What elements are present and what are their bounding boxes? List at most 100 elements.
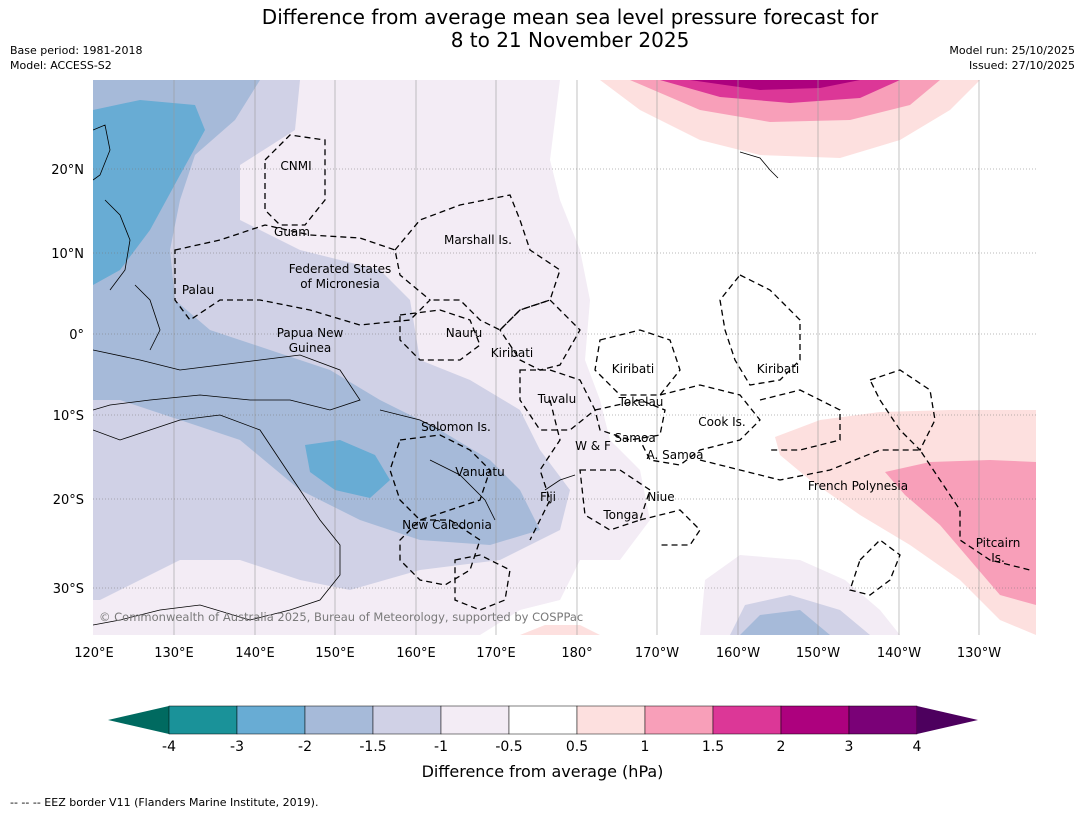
colorbar-bin (644, 705, 714, 735)
label-pitcairn-line2: Is. (991, 551, 1005, 565)
longitude-labels: 120°E 130°E 140°E 150°E 160°E 170°E 180°… (74, 646, 1001, 661)
label-kiribati-central: Kiribati (612, 362, 654, 376)
colorbar-tick-label: 2 (777, 739, 786, 755)
label-nauru: Nauru (446, 326, 482, 340)
label-fsm-line1: Federated States (289, 262, 391, 276)
label-vanuatu: Vanuatu (455, 465, 505, 479)
region-labels: CNMI Guam Marshall Is. Federated States … (182, 159, 1020, 565)
model-name: Model: ACCESS-S2 (10, 59, 112, 72)
colorbar-over-arrow (917, 706, 978, 734)
lon-label: 170°W (635, 646, 679, 661)
colorbar-tick-label: 4 (913, 739, 922, 755)
colorbar-bin (440, 705, 510, 735)
lon-label: 160°W (716, 646, 760, 661)
label-kiribati-west: Kiribati (491, 346, 533, 360)
label-tokelau: Tokelau (618, 395, 664, 409)
colorbar-bins (168, 705, 918, 735)
model-run: Model run: 25/10/2025 (949, 44, 1075, 57)
latitude-labels: 20°N 10°N 0° 10°S 20°S 30°S (51, 163, 84, 597)
lon-label: 150°E (315, 646, 355, 661)
label-cook-is: Cook Is. (698, 415, 745, 429)
copyright-notice: © Commonwealth of Australia 2025, Bureau… (99, 610, 583, 624)
lon-label: 180° (561, 646, 592, 661)
colorbar-bin (168, 705, 238, 735)
label-samoa: Samoa (614, 431, 655, 445)
lat-label: 20°S (53, 493, 84, 508)
lon-label: 140°E (235, 646, 275, 661)
colorbar-bin (372, 705, 442, 735)
lon-label: 140°W (877, 646, 921, 661)
colorbar-under-arrow (108, 706, 169, 734)
lat-label: 0° (69, 328, 84, 343)
label-cnmi: CNMI (280, 159, 311, 173)
lon-label: 160°E (396, 646, 436, 661)
latitude-lines (93, 168, 1036, 589)
label-guam: Guam (274, 225, 310, 239)
lon-label: 120°E (74, 646, 114, 661)
colorbar-tick-label: -1 (434, 739, 448, 755)
lon-label: 170°E (476, 646, 516, 661)
label-french-polynesia: French Polynesia (808, 479, 908, 493)
meta-right: Model run: 25/10/2025 Issued: 27/10/2025 (949, 43, 1075, 73)
colorbar-tick-label: -4 (162, 739, 176, 755)
colorbar-tick-label: -3 (230, 739, 244, 755)
label-niue: Niue (647, 490, 674, 504)
label-png-line1: Papua New (277, 326, 344, 340)
contour-minus-1-5 (93, 80, 540, 545)
graticule (173, 80, 980, 635)
colorbar-tick-label: 1 (641, 739, 650, 755)
colorbar-bin (780, 705, 850, 735)
label-fsm-line2: of Micronesia (300, 277, 380, 291)
colorbar-tick-label: 0.5 (566, 739, 588, 755)
colorbar-bin (508, 705, 578, 735)
contour-minus-0-5-bottom (520, 625, 600, 635)
lat-label: 20°N (51, 163, 84, 178)
colorbar-ticks: -4 -3 -2 -1.5 -1 -0.5 0.5 1 1.5 2 3 4 (162, 739, 922, 755)
eez-footnote: -- -- -- EEZ border V11 (Flanders Marine… (10, 796, 319, 809)
colorbar-tick-label: 3 (845, 739, 854, 755)
meta-left: Base period: 1981-2018 Model: ACCESS-S2 (10, 43, 142, 73)
label-marshall-is: Marshall Is. (444, 233, 512, 247)
coastlines (93, 124, 779, 626)
title-line-1: Difference from average mean sea level p… (261, 5, 879, 29)
label-tonga: Tonga (602, 508, 638, 522)
issued-date: Issued: 27/10/2025 (968, 59, 1075, 72)
label-wallis-futuna: W & F (575, 439, 611, 453)
eez-borders (174, 134, 1031, 611)
label-png-line2: Guinea (289, 341, 332, 355)
colorbar-bin (236, 705, 306, 735)
lon-label: 150°W (796, 646, 840, 661)
label-palau: Palau (182, 283, 214, 297)
contour-layer (93, 80, 1036, 635)
label-kiribati-east: Kiribati (757, 362, 799, 376)
lat-label: 10°N (51, 247, 84, 262)
colorbar-tick-label: 1.5 (702, 739, 724, 755)
lon-label: 130°E (154, 646, 194, 661)
contour-plus-1-5-north (660, 80, 900, 103)
label-fiji: Fiji (540, 490, 556, 504)
base-period: Base period: 1981-2018 (10, 44, 143, 57)
label-american-samoa: A. Samoa (647, 448, 704, 462)
colorbar-bin (712, 705, 782, 735)
contour-plus-2-north (690, 80, 860, 90)
colorbar-bin (576, 705, 646, 735)
label-pitcairn-line1: Pitcairn (976, 536, 1021, 550)
contour-minus-2-south (305, 440, 390, 498)
label-tuvalu: Tuvalu (537, 392, 577, 406)
lon-label: 130°W (957, 646, 1001, 661)
colorbar-bin (848, 705, 918, 735)
contour-minus-1-5-south (740, 610, 830, 635)
lat-label: 10°S (53, 409, 84, 424)
pressure-anomaly-map: CNMI Guam Marshall Is. Federated States … (51, 80, 1036, 661)
colorbar-label: Difference from average (hPa) (421, 762, 664, 781)
colorbar-bin (304, 705, 374, 735)
colorbar-tick-label: -0.5 (495, 739, 522, 755)
lat-label: 30°S (53, 582, 84, 597)
title-line-2: 8 to 21 November 2025 (450, 28, 690, 52)
map-title: Difference from average mean sea level p… (0, 6, 1085, 52)
colorbar-tick-label: -2 (298, 739, 312, 755)
label-solomon-is: Solomon Is. (421, 420, 491, 434)
contour-minus-2-north (93, 100, 205, 285)
colorbar-tick-label: -1.5 (359, 739, 386, 755)
